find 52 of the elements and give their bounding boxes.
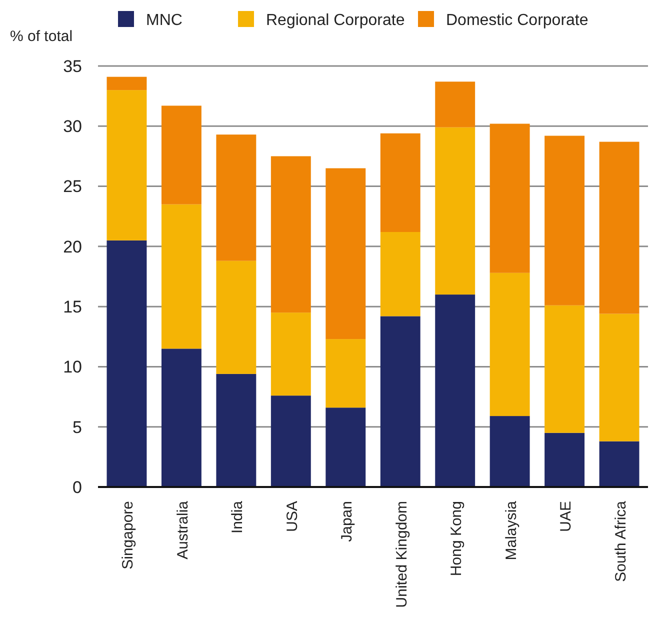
x-tick-label: Japan bbox=[338, 501, 356, 542]
bar bbox=[490, 272, 530, 416]
bar bbox=[216, 374, 256, 487]
y-axis-title: % of total bbox=[10, 28, 73, 45]
bar bbox=[106, 240, 147, 487]
bar bbox=[435, 82, 476, 128]
x-tick-label: USA bbox=[284, 501, 301, 532]
x-tick-label: Hong Kong bbox=[448, 501, 466, 576]
y-tick-label: 15 bbox=[63, 298, 82, 317]
y-tick-label: 25 bbox=[63, 177, 82, 196]
bar bbox=[161, 106, 202, 204]
y-tick-label: 10 bbox=[63, 358, 82, 377]
bar bbox=[270, 312, 311, 396]
bar bbox=[106, 90, 147, 240]
y-tick-label: 5 bbox=[72, 418, 82, 437]
legend-label: Regional Corporate bbox=[266, 12, 405, 29]
y-tick-label: 20 bbox=[63, 237, 82, 256]
bar bbox=[544, 136, 585, 306]
y-tick-label: 35 bbox=[63, 56, 82, 76]
x-tick-label: Singapore bbox=[120, 501, 137, 570]
x-tick-label: United Kingdom bbox=[393, 501, 410, 608]
bar bbox=[544, 305, 585, 433]
legend-label: MNC bbox=[146, 12, 182, 29]
bar bbox=[326, 339, 366, 408]
x-tick-label: India bbox=[229, 500, 246, 534]
bar bbox=[490, 416, 530, 487]
bar bbox=[326, 408, 366, 487]
bar bbox=[435, 294, 476, 487]
bar bbox=[270, 396, 311, 487]
bar bbox=[435, 127, 476, 295]
y-tick-label: 30 bbox=[63, 117, 82, 136]
bar bbox=[216, 260, 256, 374]
legend-label: Domestic Corporate bbox=[446, 12, 588, 29]
bar bbox=[326, 168, 366, 340]
bar bbox=[161, 348, 202, 487]
x-tick-label: Australia bbox=[174, 500, 192, 560]
bar bbox=[490, 124, 530, 273]
bar bbox=[380, 316, 420, 487]
bar bbox=[544, 432, 585, 487]
y-tick-label: 0 bbox=[72, 478, 82, 497]
bar bbox=[216, 134, 256, 261]
bar bbox=[380, 133, 420, 232]
x-tick-label: South Africa bbox=[612, 500, 630, 582]
bar bbox=[270, 156, 311, 313]
bar bbox=[599, 314, 640, 442]
bar bbox=[599, 142, 640, 314]
x-tick-label: Malaysia bbox=[502, 500, 520, 560]
bar bbox=[599, 441, 640, 487]
bar bbox=[380, 232, 420, 316]
bar bbox=[161, 204, 202, 349]
bar bbox=[106, 76, 147, 90]
x-tick-label: UAE bbox=[558, 501, 575, 532]
